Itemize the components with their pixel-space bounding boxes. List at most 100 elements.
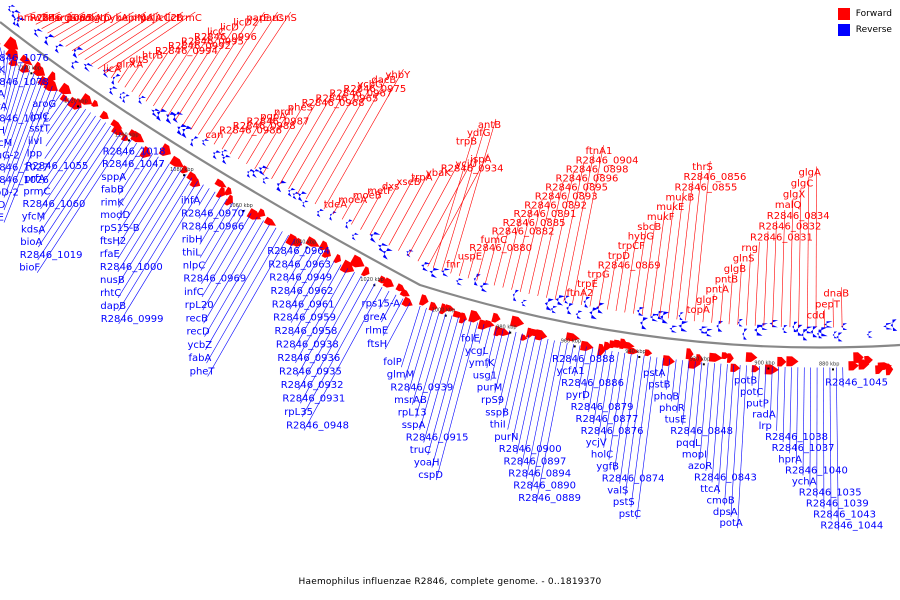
reverse-gene-label: pstC <box>619 509 641 520</box>
reverse-gene-arrow <box>181 125 193 139</box>
reverse-gene-label-leader <box>288 249 315 297</box>
forward-gene-label-leader <box>659 201 675 318</box>
reverse-gene-label-leader <box>411 311 440 405</box>
reverse-gene-label: ftsH <box>367 339 387 350</box>
reverse-gene-label-leader <box>574 345 581 376</box>
reverse-gene-label: recB <box>186 313 209 324</box>
forward-gene-arrow <box>786 356 799 367</box>
reverse-gene-label-leader <box>478 324 485 344</box>
reverse-gene-label-leader <box>290 257 329 323</box>
reverse-gene-label: R2846_1078 <box>0 77 49 88</box>
reverse-gene-arrow <box>810 326 818 338</box>
reverse-gene-arrow <box>583 296 591 308</box>
reverse-gene-label: R2846_0894 <box>508 469 571 480</box>
reverse-gene-label-leader <box>431 320 472 468</box>
forward-gene-label: glgB <box>724 264 746 275</box>
forward-gene-label: fnr <box>446 260 461 271</box>
reverse-gene-arrow <box>298 191 307 202</box>
reverse-gene-label-leader <box>593 349 606 424</box>
forward-gene-arrow <box>32 64 46 76</box>
forward-gene-label: glgX <box>783 189 805 200</box>
forward-gene-label: R2846_0893 <box>535 192 598 203</box>
reverse-gene-label-leader <box>737 365 747 529</box>
forward-gene-label: R2846_0869 <box>598 260 661 271</box>
reverse-gene-label-leader <box>298 275 362 390</box>
reverse-gene-label-leader <box>295 268 349 364</box>
forward-gene-label-leader <box>467 250 477 279</box>
forward-gene-label-leader <box>720 283 724 324</box>
forward-gene-arrow <box>79 93 93 105</box>
reverse-gene-label: rpL20 <box>185 300 214 311</box>
tick-label: 900 kbp <box>754 361 774 367</box>
reverse-gene-label-leader <box>303 287 383 431</box>
reverse-gene-arrow <box>589 307 599 320</box>
forward-gene-label-leader <box>624 240 637 313</box>
reverse-gene-label-leader <box>198 188 210 206</box>
reverse-gene-label-leader <box>583 347 594 400</box>
forward-gene-label: pepT <box>815 299 841 310</box>
reverse-gene-arrow <box>550 305 558 314</box>
reverse-gene-arrow <box>176 123 188 136</box>
forward-gene-arrow <box>428 301 438 311</box>
forward-gene-label-leader <box>332 198 343 215</box>
forward-gene-label: R2846_0855 <box>675 182 738 193</box>
forward-gene-label-leader <box>78 11 147 56</box>
forward-gene-label: R2846_0968 <box>302 98 365 109</box>
reverse-gene-label: dapB <box>100 301 126 312</box>
reverse-gene-label-leader <box>699 362 709 460</box>
reverse-gene-label-leader <box>207 234 289 377</box>
reverse-gene-label: R2846_0935 <box>279 366 342 377</box>
forward-gene-arrow <box>189 176 201 188</box>
forward-gene-arrow <box>695 354 704 365</box>
tick-mark <box>832 368 834 371</box>
reverse-gene-label-leader <box>776 366 779 431</box>
reverse-gene-label-leader <box>3 60 18 112</box>
reverse-gene-arrow <box>754 324 763 336</box>
reverse-gene-arrow <box>165 111 177 125</box>
forward-gene-label-leader <box>676 181 693 320</box>
forward-gene-label: ftnA2 <box>567 288 594 299</box>
reverse-gene-label-leader <box>401 305 421 368</box>
tick-label: 1140 kbp <box>17 65 41 71</box>
forward-gene-label-leader <box>104 11 196 74</box>
forward-gene-arrow <box>853 352 864 363</box>
reverse-gene-label: R2846_1045 <box>825 377 888 388</box>
reverse-gene-arrow <box>660 311 670 324</box>
forward-gene-label: trmC <box>177 13 202 24</box>
reverse-gene-label-leader <box>614 353 632 472</box>
reverse-gene-arrow <box>262 176 270 185</box>
reverse-gene-arrow <box>455 278 464 286</box>
reverse-gene-arrow <box>596 302 605 314</box>
reverse-gene-label: cspD <box>418 470 443 481</box>
reverse-gene-label: sspB <box>485 407 509 418</box>
reverse-gene-arrow <box>836 332 843 342</box>
reverse-gene-label: truC <box>410 445 431 456</box>
forward-gene-label: ybaK <box>426 168 451 179</box>
reverse-gene-label: infC <box>184 287 204 298</box>
forward-gene-arrow <box>491 312 501 323</box>
gene-features <box>0 4 898 376</box>
forward-gene-label: dnaB <box>823 288 849 299</box>
reverse-gene-label: greA <box>363 312 386 323</box>
forward-gene-label: trpE <box>577 279 598 290</box>
reverse-gene-arrow <box>83 62 94 73</box>
reverse-gene-label: R2846_0963 <box>268 259 331 270</box>
reverse-gene-arrow <box>71 60 80 70</box>
forward-gene-label: asnS <box>273 13 297 24</box>
forward-gene-label: yciU <box>456 159 478 170</box>
reverse-gene-arrow <box>212 150 221 160</box>
reverse-gene-arrow <box>566 303 574 315</box>
forward-gene-arrow <box>401 296 413 307</box>
reverse-gene-arrow <box>172 111 184 123</box>
reverse-gene-label-leader <box>379 290 390 309</box>
forward-gene-label-leader <box>493 225 510 286</box>
forward-gene-label: glnS <box>733 254 755 265</box>
reverse-gene-label: R2846_0879 <box>571 402 634 413</box>
reverse-gene-arrow <box>138 95 146 105</box>
reverse-gene-label: prmC <box>23 186 50 197</box>
reverse-gene-label-leader <box>693 362 703 448</box>
forward-gene-label-leader <box>29 11 48 21</box>
reverse-gene-label: R2846_0938 <box>276 339 339 350</box>
forward-gene-arrow <box>418 294 429 306</box>
reverse-gene-arrow <box>479 282 490 293</box>
